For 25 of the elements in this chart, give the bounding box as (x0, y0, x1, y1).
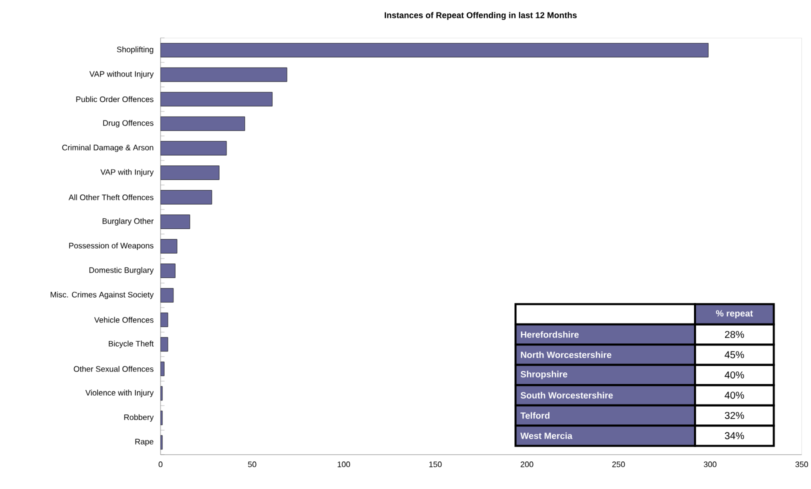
bar (160, 43, 708, 58)
annotation: 45% (724, 351, 744, 358)
annotation: North Worcestershire (520, 352, 612, 358)
annotation: 40% (724, 372, 744, 379)
annotation: 40% (724, 392, 744, 399)
annotation: Shropshire (520, 371, 568, 380)
bar (160, 166, 220, 180)
bar (160, 68, 288, 82)
bar (160, 116, 246, 132)
bar (160, 239, 178, 254)
annotation: 28% (724, 331, 744, 338)
bar (160, 214, 190, 230)
bar (160, 92, 272, 107)
bar (160, 288, 174, 303)
chart-title: Instances of Repeat Offending in last 12 Months (384, 12, 577, 20)
bar (160, 190, 212, 205)
annotation: Herefordshire (520, 331, 579, 338)
annotation: South Worcestershire (520, 392, 613, 399)
bar (160, 264, 176, 278)
annotation: Telford (520, 412, 550, 419)
annotation: % repeat (716, 310, 753, 318)
annotation: 32% (724, 412, 744, 420)
bar (160, 141, 227, 156)
annotation: West Mercia (520, 432, 572, 440)
annotation: 34% (724, 432, 744, 440)
